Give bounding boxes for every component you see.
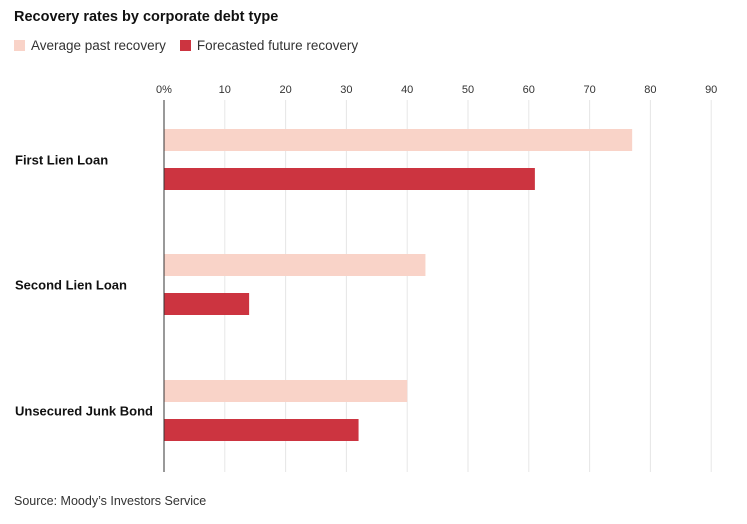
category-label: Second Lien Loan bbox=[15, 278, 127, 293]
bar-past-0 bbox=[164, 129, 633, 151]
legend-item-future: Forecasted future recovery bbox=[179, 38, 359, 53]
x-tick-label: 20 bbox=[279, 84, 291, 96]
source-note: Source: Moody’s Investors Service bbox=[14, 494, 207, 508]
x-tick-label: 80 bbox=[644, 84, 656, 96]
x-tick-label: 10 bbox=[219, 84, 231, 96]
bar-future-2 bbox=[164, 419, 359, 441]
bar-past-2 bbox=[164, 380, 408, 402]
chart-title: Recovery rates by corporate debt type bbox=[14, 9, 279, 25]
x-tick-label: 90 bbox=[705, 84, 717, 96]
category-label: Unsecured Junk Bond bbox=[15, 404, 153, 419]
legend: Average past recovery Forecasted future … bbox=[14, 38, 372, 53]
bar-future-1 bbox=[164, 293, 250, 315]
legend-item-past: Average past recovery bbox=[14, 38, 166, 53]
x-tick-label: 50 bbox=[462, 84, 474, 96]
x-tick-label: 30 bbox=[340, 84, 352, 96]
x-tick-label: 0% bbox=[156, 84, 172, 96]
x-tick-label: 40 bbox=[401, 84, 413, 96]
category-label: First Lien Loan bbox=[15, 153, 108, 168]
legend-label-future: Forecasted future recovery bbox=[196, 38, 359, 53]
bar-past-1 bbox=[164, 254, 426, 276]
bar-future-0 bbox=[164, 168, 535, 190]
legend-swatch-past bbox=[14, 40, 25, 51]
legend-swatch-future bbox=[179, 40, 191, 51]
legend-label-past: Average past recovery bbox=[31, 38, 166, 53]
x-tick-label: 70 bbox=[583, 84, 595, 96]
x-tick-label: 60 bbox=[523, 84, 535, 96]
